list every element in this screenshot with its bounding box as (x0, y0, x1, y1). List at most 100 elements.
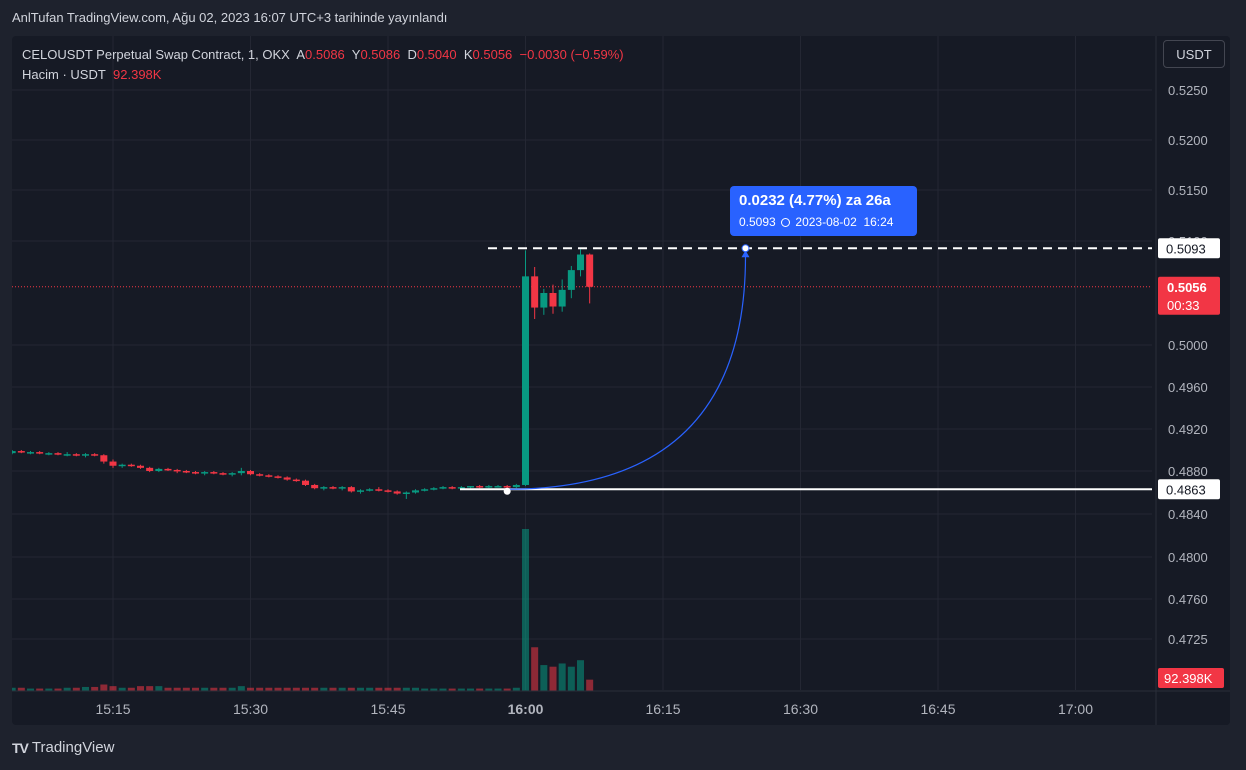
candle-body (577, 254, 584, 271)
candle-body (274, 476, 282, 478)
volume-axis-label: 92.398K (1164, 671, 1213, 686)
candle-body (320, 487, 328, 489)
candle-body (182, 471, 190, 473)
chart-legend: CELOUSDT Perpetual Swap Contract, 1, OKX… (22, 45, 624, 85)
candle-body (448, 487, 456, 489)
volume-bar (17, 687, 25, 691)
candle-body (338, 487, 346, 489)
candle-body (173, 469, 181, 472)
time-tick-label: 16:45 (920, 701, 955, 717)
volume-value: 92.398K (113, 67, 162, 82)
candle-body (237, 471, 245, 474)
candle-body (146, 467, 154, 471)
candle-body (540, 293, 548, 308)
volume-bar (182, 687, 190, 691)
volume-bar (146, 686, 154, 691)
time-tick-label: 17:00 (1058, 701, 1093, 717)
volume-bar (329, 687, 337, 691)
candle-body (82, 454, 89, 456)
candle-body (567, 270, 575, 290)
volume-bar (577, 660, 584, 691)
measure-time: 16:24 (863, 215, 894, 229)
volume-bar (366, 687, 374, 691)
price-tick-label: 0.5200 (1168, 133, 1208, 148)
time-tick-label: 15:30 (233, 701, 268, 717)
candle-body (457, 487, 465, 489)
volume-bar (412, 687, 419, 691)
volume-bar (384, 687, 392, 691)
currency-button[interactable]: USDT (1163, 40, 1225, 68)
symbol-title[interactable]: CELOUSDT Perpetual Swap Contract, 1, OKX (22, 47, 290, 62)
volume-bar (63, 687, 71, 691)
volume-bar (155, 686, 163, 691)
level-price-label: 0.5093 (1166, 241, 1206, 256)
candle-body (155, 468, 163, 471)
volume-bar (36, 688, 44, 691)
candle-body (109, 461, 117, 466)
volume-bar (522, 529, 529, 691)
candle-body (63, 454, 71, 456)
volume-bar (173, 687, 181, 691)
volume-bar (27, 688, 34, 691)
candle-body (118, 464, 126, 467)
volume-bar (338, 687, 346, 691)
candle-body (164, 468, 172, 471)
volume-bar (82, 686, 89, 691)
volume-bar (439, 688, 447, 691)
change-value: −0.0030 (−0.59%) (519, 47, 624, 62)
candle-body (302, 480, 309, 485)
volume-bar (375, 687, 383, 691)
volume-label[interactable]: Hacim · USDT (22, 67, 106, 82)
price-tick-label: 0.4960 (1168, 380, 1208, 395)
price-tick-label: 0.4840 (1168, 507, 1208, 522)
candle-body (430, 488, 438, 490)
candle-body (201, 472, 209, 474)
candle-body (91, 454, 99, 456)
candle-body (494, 486, 502, 488)
candle-body (265, 475, 273, 477)
volume-bar (109, 686, 117, 691)
price-axis-bg (1156, 36, 1230, 725)
tradingview-logo[interactable]: TV TradingView (12, 739, 114, 756)
candle-body (127, 464, 135, 467)
volume-bar (201, 687, 209, 691)
candle-body (412, 490, 419, 493)
measure-arc (507, 256, 747, 490)
candle-body (27, 452, 34, 454)
volume-bar (256, 687, 264, 691)
candle-body (558, 289, 566, 307)
volume-bar (137, 686, 144, 691)
candle-body (421, 489, 429, 491)
volume-bar (540, 665, 548, 691)
volume-bar (320, 687, 328, 691)
volume-bar (430, 688, 438, 691)
volume-bar (237, 686, 245, 691)
volume-bar (274, 687, 282, 691)
candle-body (357, 490, 364, 492)
candle-body (54, 453, 62, 455)
candle-body (522, 276, 529, 485)
close-label: K (463, 47, 473, 62)
open-value: 0.5086 (305, 47, 345, 62)
volume-bar (402, 687, 410, 691)
chart-panel[interactable]: 0.52500.52000.51500.51000.50000.49600.49… (12, 36, 1230, 725)
candle-body (366, 489, 374, 491)
candle-body (531, 276, 539, 308)
candle-body (283, 477, 291, 480)
volume-row: Hacim · USDT 92.398K (22, 65, 624, 85)
volume-bar (72, 687, 80, 691)
candle-body (247, 471, 254, 475)
candle-body (192, 472, 199, 474)
candle-body (347, 487, 355, 492)
candle-body (228, 473, 236, 475)
close-value: 0.5056 (472, 47, 513, 62)
volume-bar (164, 687, 172, 691)
price-chart[interactable]: 0.52500.52000.51500.51000.50000.49600.49… (12, 36, 1230, 725)
brand-name: TradingView (31, 739, 115, 756)
price-tick-label: 0.5000 (1168, 338, 1208, 353)
volume-bar (448, 688, 456, 691)
volume-bar (91, 686, 99, 691)
volume-bar (192, 687, 199, 691)
measure-date: 2023-08-02 (795, 215, 857, 229)
volume-label-bg (1158, 668, 1224, 688)
